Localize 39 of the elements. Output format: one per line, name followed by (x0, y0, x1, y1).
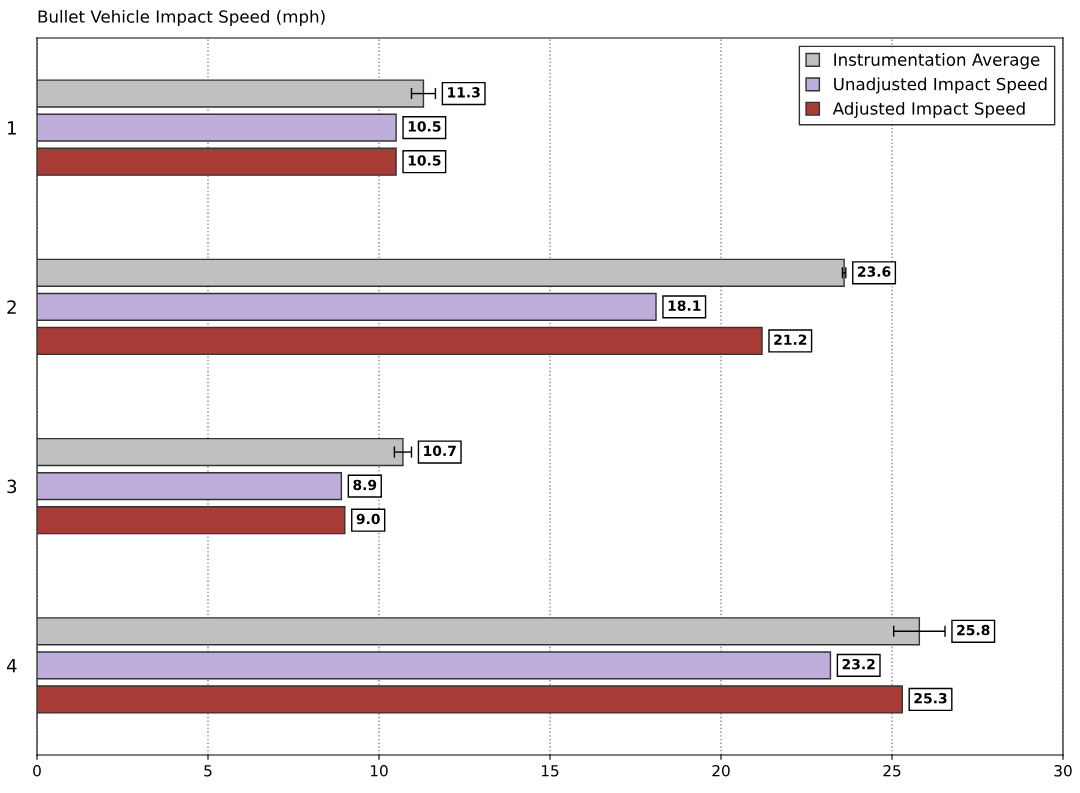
x-tick-label: 0 (33, 764, 41, 777)
data-label: 25.8 (957, 624, 990, 636)
bar (37, 147, 397, 176)
legend-label: Instrumentation Average (834, 53, 1040, 70)
bar (37, 258, 845, 287)
bar (37, 471, 343, 501)
x-tick-label: 5 (204, 765, 212, 777)
legend-label: Unadjusted Impact Speed (834, 77, 1047, 94)
x-tick-label: 15 (541, 765, 559, 777)
bar (37, 292, 657, 322)
bar (37, 617, 921, 646)
y-tick-label: 1 (8, 121, 16, 135)
x-tick-label: 30 (1054, 764, 1072, 777)
bar (37, 326, 763, 356)
legend-label: Adjusted Impact Speed (832, 101, 1025, 119)
data-label: 25.3 (914, 692, 947, 704)
data-label: 10.7 (424, 445, 456, 457)
bar (37, 79, 425, 108)
bar (37, 113, 397, 142)
x-tick-label: 10 (370, 764, 388, 777)
data-label: 18.1 (668, 300, 701, 311)
x-tick-label: 25 (883, 764, 901, 777)
bar (37, 685, 903, 714)
data-label: 11.3 (448, 87, 480, 98)
data-label: 8.9 (353, 479, 377, 491)
y-tick-label: 2 (7, 300, 16, 314)
x-tick-label: 20 (712, 764, 730, 777)
data-label: 10.5 (408, 121, 441, 132)
data-label: 10.5 (408, 155, 441, 166)
chart-title: Bullet Vehicle Impact Speed (mph) (38, 9, 325, 27)
data-label: 21.2 (774, 334, 807, 345)
y-tick-label: 4 (6, 659, 17, 673)
y-tick-label: 3 (7, 479, 17, 494)
data-label: 23.2 (842, 658, 875, 670)
bar (37, 437, 404, 467)
bar (37, 651, 832, 680)
data-label: 9.0 (356, 513, 380, 525)
data-label: 23.6 (858, 266, 891, 277)
bar (37, 506, 346, 535)
